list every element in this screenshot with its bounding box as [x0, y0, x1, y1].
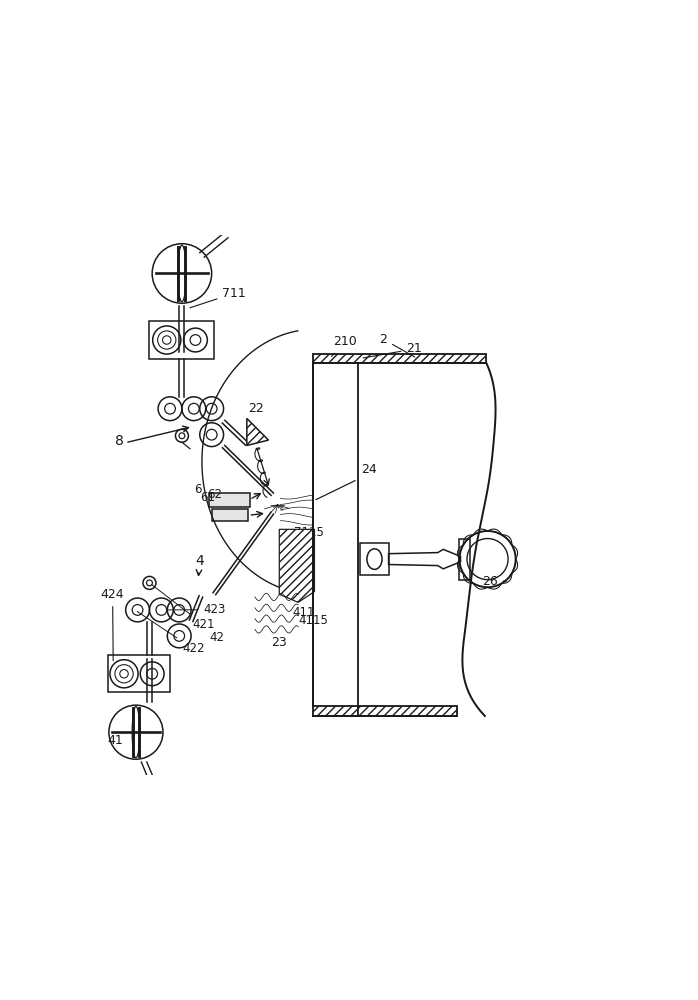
Text: 424: 424	[101, 588, 124, 661]
Bar	[209, 493, 250, 507]
Bar	[360, 543, 389, 575]
Text: 2: 2	[380, 333, 415, 357]
Text: 23: 23	[271, 636, 287, 649]
Text: 6: 6	[194, 483, 201, 496]
Text: 7115: 7115	[294, 526, 324, 539]
Text: 423: 423	[167, 603, 226, 616]
Text: 26: 26	[482, 575, 507, 588]
Bar	[107, 655, 170, 692]
Text: 711: 711	[190, 287, 246, 308]
Text: 22: 22	[248, 402, 265, 415]
Bar	[459, 539, 470, 580]
Bar	[313, 706, 456, 716]
Text: 21: 21	[363, 342, 422, 358]
Bar	[211, 509, 248, 521]
Text: 4: 4	[195, 554, 205, 575]
Polygon shape	[279, 529, 314, 602]
Text: 41: 41	[107, 734, 124, 747]
Text: 62: 62	[207, 488, 223, 501]
Text: 42: 42	[209, 631, 224, 644]
Text: 411: 411	[293, 606, 315, 619]
Text: 61: 61	[200, 491, 215, 504]
Bar	[313, 354, 487, 363]
Text: 8: 8	[115, 434, 124, 448]
Text: 210: 210	[332, 335, 357, 356]
Polygon shape	[247, 418, 269, 445]
Text: 422: 422	[138, 611, 205, 655]
Text: 24: 24	[361, 463, 377, 476]
Text: 4115: 4115	[298, 614, 328, 627]
Text: 421: 421	[151, 585, 215, 631]
Bar	[149, 321, 214, 359]
